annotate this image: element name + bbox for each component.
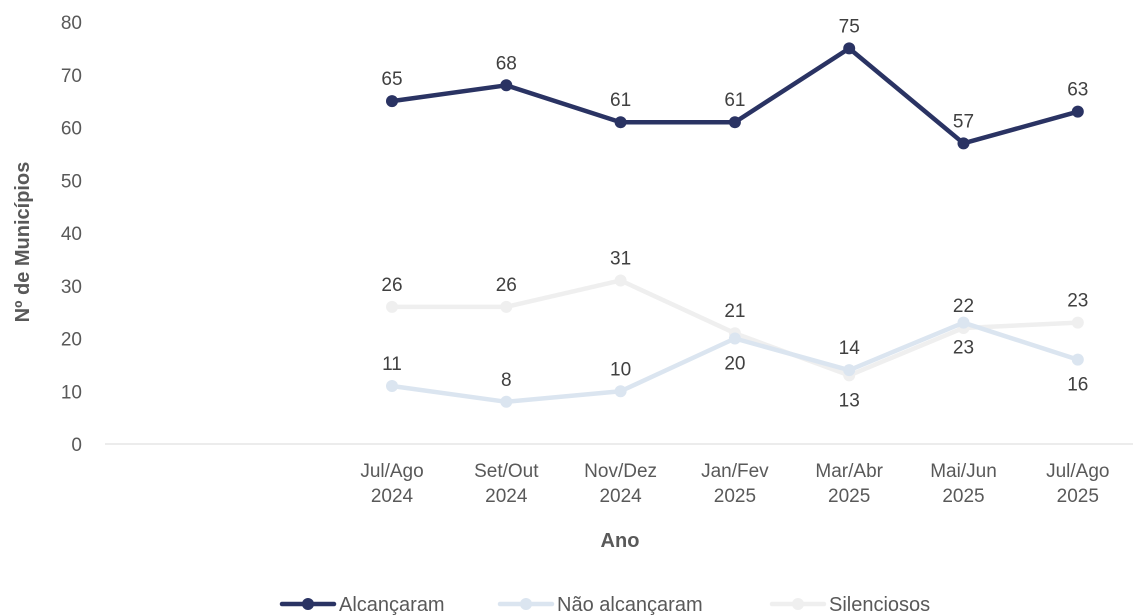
data-label: 8 <box>501 370 512 391</box>
data-label: 26 <box>381 275 402 296</box>
x-tick-label-line: 2024 <box>485 486 528 507</box>
data-point <box>1071 316 1084 329</box>
data-label: 14 <box>839 338 861 359</box>
legend-item: Alcançaram <box>279 594 445 616</box>
data-label: 13 <box>839 390 860 411</box>
y-tick-label: 50 <box>61 171 82 192</box>
y-tick-label: 30 <box>61 277 82 298</box>
data-point <box>614 274 627 287</box>
x-tick-label-line: 2024 <box>371 486 414 507</box>
y-axis-title: Nº de Municípios <box>12 162 34 323</box>
x-tick-label: Set/Out 2024 <box>474 461 539 507</box>
x-tick-label-line: Nov/Dez <box>584 461 657 482</box>
data-point <box>843 364 856 377</box>
data-point <box>386 300 398 313</box>
x-tick-label-line: Mai/Jun <box>930 461 997 482</box>
x-tick-label: Mai/Jun 2025 <box>930 461 997 507</box>
x-tick-label: Nov/Dez 2024 <box>584 461 657 507</box>
x-tick-label-line: 2025 <box>942 486 984 507</box>
y-tick-label: 20 <box>61 330 82 351</box>
x-tick-label-line: Jan/Fev <box>701 461 769 482</box>
data-point <box>386 95 398 108</box>
data-point <box>386 379 398 392</box>
data-label: 21 <box>724 301 745 322</box>
legend-item: Silenciosos <box>769 594 930 616</box>
data-label: 63 <box>1067 80 1088 101</box>
y-tick-label: 10 <box>61 382 82 403</box>
data-label: 75 <box>839 16 860 37</box>
data-label: 22 <box>953 296 974 317</box>
legend-point-marker <box>302 598 314 610</box>
data-point <box>500 395 513 408</box>
data-labels: 65 68 61 61 75 57 63 11 8 10 20 14 23 16 26 26 31 21 13 22 2… <box>381 16 1088 411</box>
y-tick-label: 60 <box>61 119 82 140</box>
legend-label: Alcançaram <box>339 594 445 616</box>
x-tick-label: Jan/Fev 2025 <box>701 461 769 507</box>
x-axis-title: Ano <box>601 530 640 552</box>
x-tick-label-line: 2024 <box>599 486 642 507</box>
data-label: 11 <box>382 354 402 375</box>
data-label: 23 <box>1067 291 1088 312</box>
data-point <box>1071 353 1084 366</box>
legend-point-marker <box>520 598 532 610</box>
y-tick-label: 40 <box>61 224 82 245</box>
data-point <box>957 137 970 150</box>
data-label: 57 <box>953 111 974 132</box>
data-label: 26 <box>496 275 517 296</box>
data-label: 23 <box>953 338 974 359</box>
y-tick-label: 70 <box>61 66 82 87</box>
data-label: 61 <box>610 90 631 111</box>
legend: Alcançaram Não alcançaram Silenciosos <box>279 594 930 616</box>
x-tick-label: Mar/Abr 2025 <box>815 461 883 507</box>
x-tick-label: Jul/Ago 2024 <box>360 461 423 507</box>
data-label: 61 <box>724 90 745 111</box>
x-tick-label-line: 2025 <box>1057 486 1099 507</box>
data-label: 68 <box>496 53 517 74</box>
x-tick-label-line: Set/Out <box>474 461 539 482</box>
legend-item: Não alcançaram <box>497 594 703 616</box>
x-tick-label-line: 2025 <box>714 486 756 507</box>
data-point <box>614 385 627 398</box>
data-point <box>1071 105 1084 118</box>
series-layer <box>386 42 1084 408</box>
data-label: 65 <box>381 69 402 90</box>
data-point <box>728 332 741 345</box>
x-tick-label-line: 2025 <box>828 486 870 507</box>
axes: 01020304050607080Jul/Ago2024Set/Out2024N… <box>12 13 1133 552</box>
data-point <box>614 116 627 129</box>
x-tick-label: Jul/Ago 2025 <box>1046 461 1109 507</box>
y-tick-label: 80 <box>61 13 82 34</box>
legend-point-marker <box>792 598 804 610</box>
data-point <box>957 316 970 329</box>
data-point <box>843 42 856 55</box>
data-label: 10 <box>610 359 631 380</box>
data-point <box>500 300 513 313</box>
x-tick-label-line: Jul/Ago <box>1046 461 1109 482</box>
x-tick-label-line: Jul/Ago <box>360 461 423 482</box>
data-label: 16 <box>1067 375 1088 396</box>
data-label: 31 <box>610 248 631 269</box>
data-label: 20 <box>724 354 745 375</box>
data-point <box>728 116 741 129</box>
legend-label: Não alcançaram <box>557 594 703 616</box>
legend-label: Silenciosos <box>829 594 930 616</box>
data-point <box>500 79 513 92</box>
x-tick-label-line: Mar/Abr <box>815 461 883 482</box>
y-tick-label: 0 <box>71 435 82 456</box>
